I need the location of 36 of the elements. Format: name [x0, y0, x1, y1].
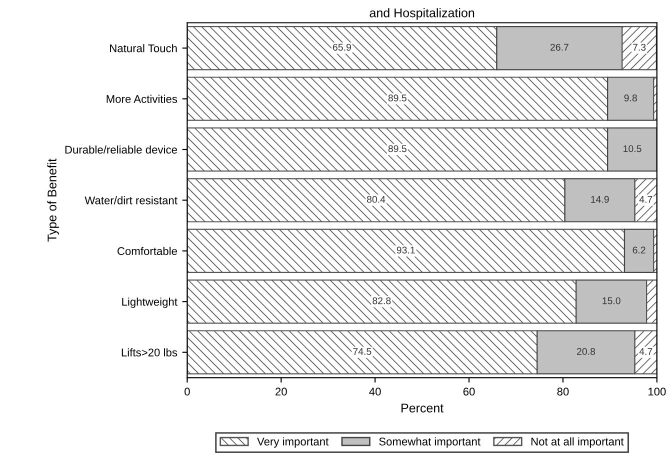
chart-title: and Hospitalization — [370, 8, 474, 20]
y-tick-label: Water/dirt resistant — [84, 196, 178, 204]
data-label: 74.5 — [353, 348, 372, 355]
data-label: 4.7 — [639, 348, 652, 355]
legend-label: Very important — [257, 437, 329, 448]
y-tick-label: Lifts>20 lbs — [122, 348, 178, 356]
x-tick-label: 100 — [648, 388, 666, 396]
y-axis-title: Type of Benefit — [47, 158, 59, 242]
y-tick-label: Natural Touch — [110, 44, 177, 52]
data-label: 6.2 — [632, 246, 646, 254]
data-label: 89.5 — [388, 145, 406, 152]
data-label: 20.8 — [577, 348, 596, 355]
data-label: 4.7 — [639, 196, 652, 203]
data-label: 89.5 — [388, 94, 406, 102]
data-label: 26.7 — [550, 44, 568, 51]
x-tick-label: 20 — [276, 388, 287, 396]
y-tick-label: Comfortable — [118, 246, 177, 256]
data-label: 9.8 — [624, 94, 637, 102]
x-axis-title: Percent — [402, 404, 444, 412]
y-tick-label: More Activities — [106, 94, 178, 103]
data-label: 14.9 — [591, 196, 609, 203]
x-tick-label: 40 — [369, 388, 381, 396]
data-label: 15.0 — [602, 297, 620, 304]
data-label: 93.1 — [396, 246, 415, 254]
legend-label: Not at all important — [531, 437, 624, 448]
data-label: 10.5 — [624, 145, 642, 152]
y-tick-label: Lightweight — [122, 298, 178, 308]
data-label: 65.9 — [333, 44, 351, 51]
data-label: 80.4 — [366, 196, 386, 203]
x-tick-label: 60 — [463, 388, 475, 396]
data-label: 7.3 — [633, 44, 646, 51]
x-tick-label: 80 — [557, 388, 569, 396]
legend-label: Somewhat important — [379, 437, 480, 448]
data-label: 82.8 — [372, 297, 391, 304]
y-tick-label: Durable/reliable device — [65, 145, 177, 154]
x-tick-label: 0 — [184, 388, 190, 396]
